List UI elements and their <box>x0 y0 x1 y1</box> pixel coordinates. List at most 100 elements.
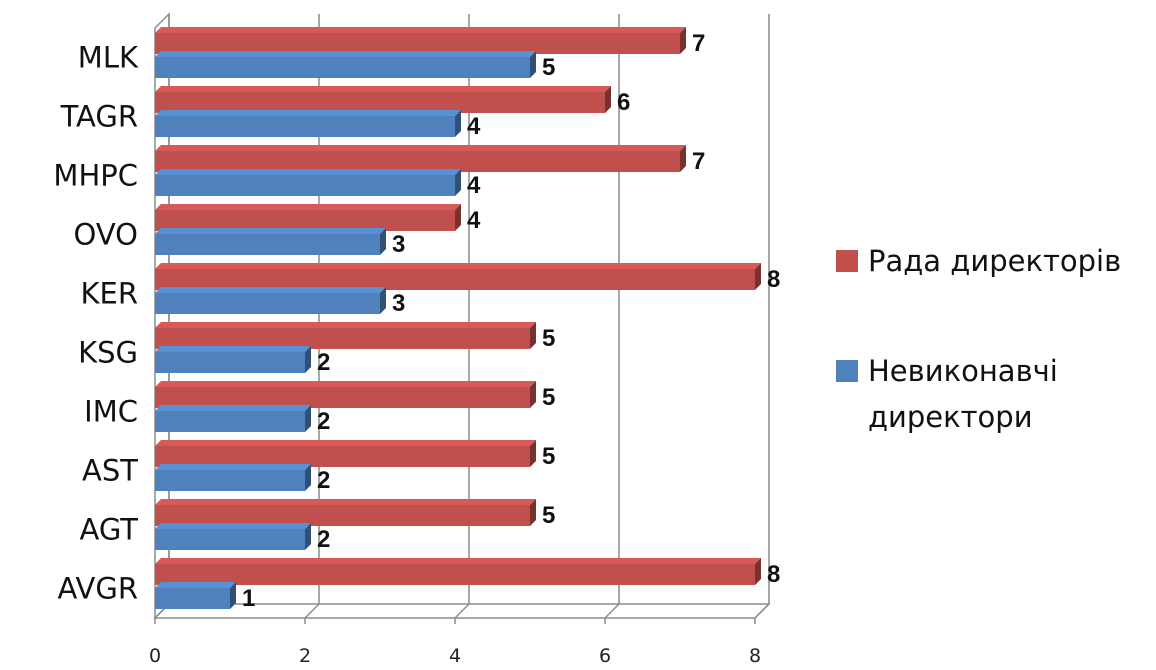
bar-side <box>305 523 311 550</box>
bar-top <box>155 204 461 210</box>
data-label: 4 <box>467 207 481 234</box>
data-label: 2 <box>317 349 330 376</box>
bar <box>155 470 305 491</box>
bar-top <box>155 287 386 293</box>
bar-top <box>155 405 311 411</box>
bar <box>155 234 380 255</box>
data-label: 1 <box>242 585 255 612</box>
category-label: AST <box>82 454 138 488</box>
data-label: 5 <box>542 325 555 352</box>
category-label: MLK <box>78 41 139 75</box>
x-tick-labels: 0 2 4 6 8 <box>149 645 761 667</box>
bar <box>155 293 380 314</box>
bar-side <box>380 228 386 255</box>
data-label: 8 <box>767 266 780 293</box>
gridline-floor-4 <box>454 603 470 619</box>
bar-side <box>605 86 611 113</box>
legend-swatch <box>836 250 858 272</box>
category-label: AGT <box>80 513 139 547</box>
gridline-floor-2 <box>304 603 320 619</box>
bar-side <box>230 582 236 609</box>
data-label: 5 <box>542 54 555 81</box>
bar-side <box>305 464 311 491</box>
bar-top <box>155 27 686 33</box>
legend-label: Рада директорів <box>868 244 1121 278</box>
legend: Рада директорів Невиконавчі директори <box>836 244 1121 434</box>
bar-side <box>530 381 536 408</box>
bar-side <box>455 110 461 137</box>
bar-side <box>455 204 461 231</box>
bar <box>155 151 680 172</box>
gridline-floor-6 <box>604 603 620 619</box>
bar-top <box>155 228 386 234</box>
bar <box>155 446 530 467</box>
bar-side <box>755 263 761 290</box>
bar-top <box>155 499 536 505</box>
bar <box>155 588 230 609</box>
data-label: 2 <box>317 408 330 435</box>
data-label: 7 <box>692 148 705 175</box>
bar <box>155 175 455 196</box>
data-label: 2 <box>317 467 330 494</box>
category-label: IMC <box>84 395 138 429</box>
category-label: KSG <box>78 336 138 370</box>
bar-top <box>155 558 761 564</box>
bar <box>155 57 530 78</box>
data-label: 3 <box>392 290 405 317</box>
bar-side <box>530 322 536 349</box>
data-label: 7 <box>692 30 705 57</box>
bar <box>155 116 455 137</box>
data-label: 5 <box>542 443 555 470</box>
legend-swatch <box>836 360 858 382</box>
bar <box>155 387 530 408</box>
bar-side <box>380 287 386 314</box>
data-label: 6 <box>617 89 630 116</box>
category-label: KER <box>81 277 139 311</box>
bar <box>155 328 530 349</box>
category-label: MHPC <box>53 159 138 193</box>
data-labels: 7 5 6 4 7 4 4 3 8 3 5 2 5 2 5 2 5 2 8 1 <box>242 30 780 612</box>
bar-top <box>155 110 461 116</box>
bar-side <box>530 51 536 78</box>
bar-side <box>680 27 686 54</box>
bar <box>155 210 455 231</box>
bar <box>155 529 305 550</box>
bar-top <box>155 523 311 529</box>
bar-top <box>155 346 311 352</box>
x-tick-label: 0 <box>149 645 161 667</box>
bar <box>155 505 530 526</box>
bar-top <box>155 145 686 151</box>
bar-side <box>530 499 536 526</box>
category-label: AVGR <box>58 572 138 606</box>
legend-label: директори <box>868 400 1033 434</box>
gridline-floor-8 <box>754 603 770 619</box>
data-label: 2 <box>317 526 330 553</box>
bar-side <box>305 346 311 373</box>
bars <box>155 27 761 609</box>
bar-side <box>755 558 761 585</box>
bar-top <box>155 51 536 57</box>
bar <box>155 564 755 585</box>
bar-side <box>455 169 461 196</box>
bar-top <box>155 86 611 92</box>
bar <box>155 33 680 54</box>
bar-top <box>155 440 536 446</box>
bar-side <box>530 440 536 467</box>
bar-top <box>155 322 536 328</box>
data-label: 3 <box>392 231 405 258</box>
bar-side <box>680 145 686 172</box>
data-label: 4 <box>467 113 481 140</box>
bar <box>155 411 305 432</box>
bar-side <box>305 405 311 432</box>
x-tick-label: 8 <box>749 645 761 667</box>
bar-top <box>155 381 536 387</box>
data-label: 5 <box>542 384 555 411</box>
bar-top <box>155 464 311 470</box>
category-label: TAGR <box>60 100 138 134</box>
bar <box>155 352 305 373</box>
bar-top <box>155 263 761 269</box>
x-tick-label: 4 <box>449 645 461 667</box>
bar-top <box>155 169 461 175</box>
x-tick-label: 6 <box>599 645 611 667</box>
